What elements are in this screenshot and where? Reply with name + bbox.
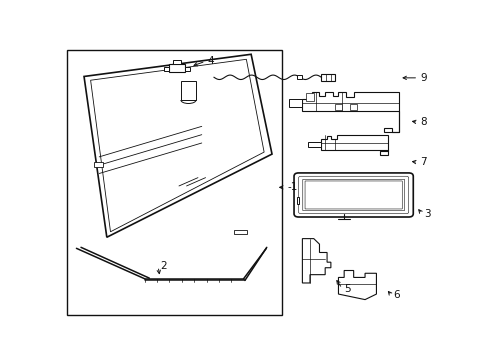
Polygon shape: [339, 270, 376, 300]
Polygon shape: [302, 239, 331, 283]
Polygon shape: [297, 197, 298, 204]
Text: 4: 4: [207, 56, 214, 66]
Text: -1: -1: [287, 183, 297, 192]
Polygon shape: [308, 141, 321, 147]
Text: 9: 9: [420, 73, 427, 83]
Polygon shape: [164, 67, 170, 71]
Polygon shape: [94, 162, 103, 167]
Text: 8: 8: [420, 117, 427, 127]
FancyBboxPatch shape: [298, 176, 409, 214]
Polygon shape: [297, 75, 302, 79]
Polygon shape: [350, 104, 358, 110]
Polygon shape: [302, 92, 399, 132]
Polygon shape: [335, 104, 342, 110]
Polygon shape: [306, 93, 314, 102]
Polygon shape: [185, 67, 190, 71]
Polygon shape: [289, 99, 302, 107]
FancyBboxPatch shape: [303, 179, 405, 211]
FancyBboxPatch shape: [294, 173, 413, 217]
Polygon shape: [321, 135, 388, 156]
Polygon shape: [234, 230, 247, 234]
Text: 3: 3: [424, 209, 431, 219]
Polygon shape: [91, 59, 264, 232]
Polygon shape: [84, 54, 272, 237]
FancyBboxPatch shape: [305, 181, 402, 209]
Bar: [67, 50, 281, 315]
Polygon shape: [181, 81, 196, 100]
Polygon shape: [173, 60, 181, 64]
Polygon shape: [321, 74, 335, 81]
Polygon shape: [170, 64, 185, 72]
Text: 6: 6: [393, 291, 400, 301]
Text: 2: 2: [160, 261, 167, 271]
Text: 5: 5: [344, 284, 351, 293]
Text: 7: 7: [420, 157, 427, 167]
